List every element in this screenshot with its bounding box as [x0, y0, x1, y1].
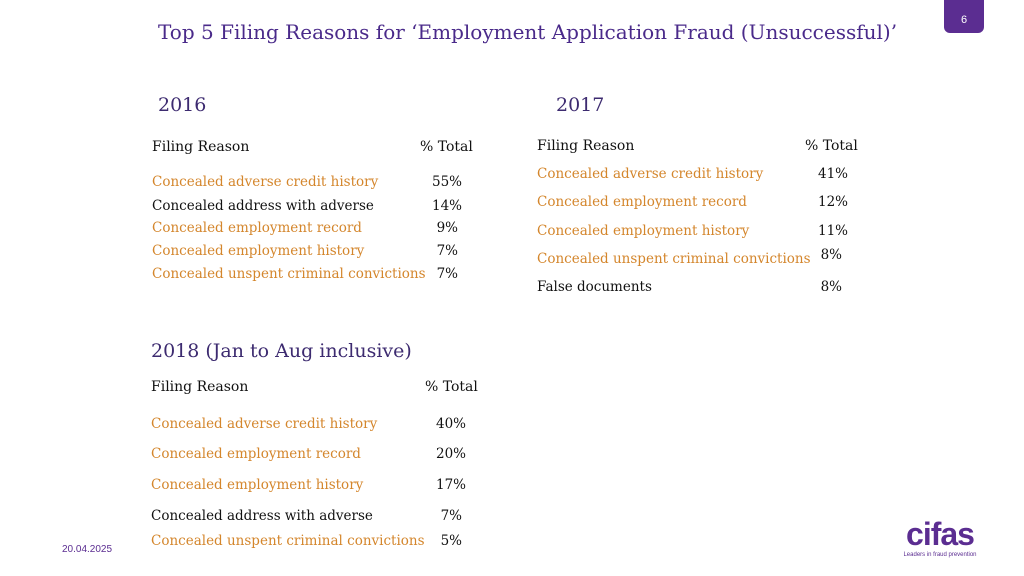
table-row-pct: 5% — [440, 533, 462, 549]
table-row-reason: Concealed adverse credit history — [537, 166, 764, 182]
cifas-logo: cifas Leaders in fraud prevention — [903, 516, 976, 558]
year-heading-2016: 2016 — [158, 94, 207, 116]
table-row-reason: Concealed unspent criminal convictions — [537, 251, 811, 267]
table-row-pct: 14% — [431, 198, 462, 214]
table-row-reason: Concealed unspent criminal convictions — [151, 533, 425, 549]
slide-title: Top 5 Filing Reasons for ‘Employment App… — [158, 20, 898, 44]
table-row-pct: 9% — [436, 220, 458, 236]
col-header-pct-2018: % Total — [425, 379, 478, 395]
col-header-pct-2016: % Total — [420, 139, 473, 155]
table-row-reason: Concealed unspent criminal convictions — [152, 266, 426, 282]
table-row-pct: 8% — [820, 247, 842, 263]
svg-text:Leaders in fraud prevention: Leaders in fraud prevention — [903, 552, 976, 558]
table-row-reason: Concealed employment history — [151, 477, 364, 493]
table-row-reason: Concealed employment record — [537, 194, 747, 210]
table-row-pct: 40% — [435, 416, 466, 432]
table-row-reason: Concealed employment history — [152, 243, 365, 259]
table-row-pct: 7% — [440, 508, 462, 524]
table-row-pct: 41% — [817, 166, 848, 182]
svg-text:cifas: cifas — [906, 516, 974, 552]
table-row-pct: 20% — [435, 446, 466, 462]
table-row-pct: 55% — [431, 174, 462, 190]
table-row-pct: 17% — [435, 477, 466, 493]
table-row-pct: 11% — [817, 223, 848, 239]
table-row-reason: Concealed employment history — [537, 223, 750, 239]
table-row-pct: 7% — [436, 243, 458, 259]
table-row-reason: Concealed address with adverse — [152, 198, 374, 214]
year-heading-2018: 2018 (Jan to Aug inclusive) — [151, 340, 412, 362]
col-header-pct-2017: % Total — [805, 138, 858, 154]
table-row-reason: Concealed adverse credit history — [152, 174, 379, 190]
col-header-reason-2016: Filing Reason — [152, 139, 250, 155]
col-header-reason-2017: Filing Reason — [537, 138, 635, 154]
page-number-badge: 6 — [944, 0, 984, 33]
table-row-pct: 8% — [820, 279, 842, 295]
table-row-pct: 12% — [817, 194, 848, 210]
slide-date: 20.04.2025 — [62, 544, 113, 555]
table-row-reason: Concealed address with adverse — [151, 508, 373, 524]
table-row-reason: False documents — [537, 279, 652, 295]
table-row-reason: Concealed employment record — [151, 446, 361, 462]
col-header-reason-2018: Filing Reason — [151, 379, 249, 395]
table-row-reason: Concealed employment record — [152, 220, 362, 236]
table-row-reason: Concealed adverse credit history — [151, 416, 378, 432]
table-row-pct: 7% — [436, 266, 458, 282]
year-heading-2017: 2017 — [556, 94, 605, 116]
